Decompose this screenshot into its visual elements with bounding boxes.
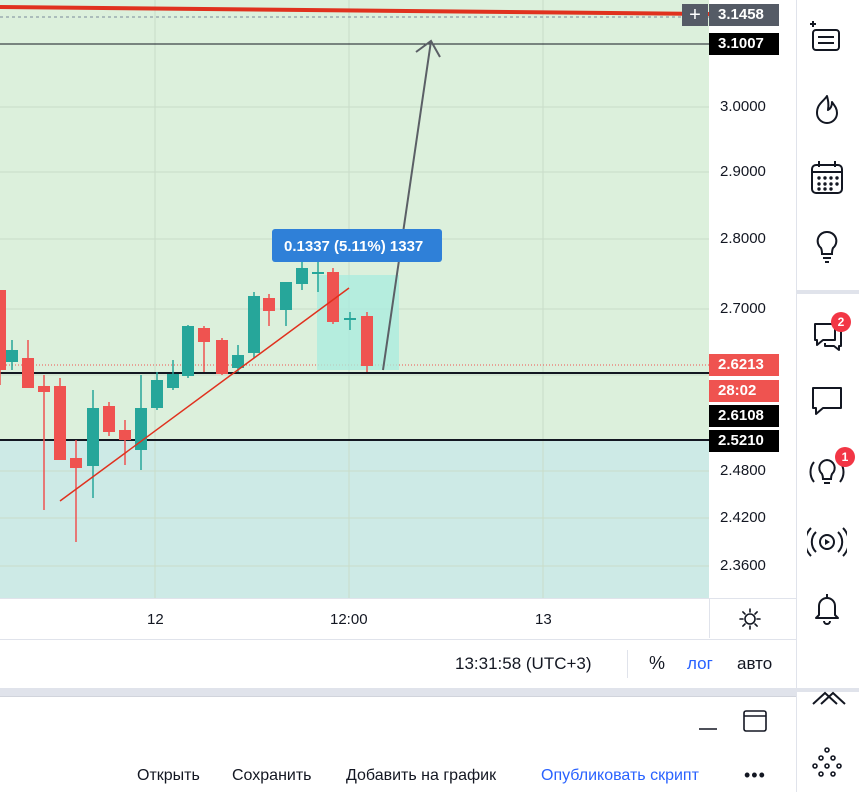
alerts-bell-icon[interactable] [807,588,847,628]
candle-up[interactable] [232,355,244,368]
measure-badge-bg [272,229,442,262]
add-to-chart-button[interactable]: Добавить на график [346,767,497,784]
countdown-label: 28:02 [709,380,779,402]
candle-down[interactable] [0,290,6,370]
candle-down[interactable] [198,328,210,342]
level-1-price-label: 2.6108 [709,405,779,427]
status-bar: 13:31:58 (UTC+3) % лог авто [0,639,796,689]
log-scale-button[interactable]: лог [687,654,713,673]
clock-timezone[interactable]: 13:31:58 (UTC+3) [455,654,592,673]
candle-down[interactable] [119,430,131,440]
candle-up[interactable] [248,296,260,353]
price-tick: 2.9000 [720,163,766,180]
hotlist-flame-icon[interactable] [807,90,847,130]
ideas-lightbulb-icon[interactable] [807,226,847,266]
publish-script-button[interactable]: Опубликовать скрипт [541,767,699,784]
pine-editor-panel: Открыть Сохранить Добавить на график Опу… [0,696,796,793]
settings-gear-icon[interactable] [738,607,762,631]
candle-up[interactable] [151,380,163,408]
price-tick: 2.7000 [720,300,766,317]
more-options-button[interactable]: ••• [744,765,766,785]
ideas-stream-badge: 1 [835,447,855,467]
current-price-label: 2.6213 [709,354,779,376]
toolbar-divider [797,290,859,294]
plus-icon: + [689,4,701,26]
chart-area[interactable]: 0.1337 (5.11%) 1337 [0,0,709,598]
toolbar-divider [797,688,859,692]
percent-scale-button[interactable]: % [649,653,666,673]
candle-up[interactable] [167,374,179,388]
candle-up[interactable] [312,272,324,274]
candle-down[interactable] [54,386,66,460]
status-divider [627,650,628,678]
price-tick: 3.0000 [720,98,766,115]
red-trend-line [0,5,709,16]
collapse-chevrons-icon[interactable] [807,676,847,716]
right-toolbar: 2 1 [796,0,859,792]
price-tick: 2.3600 [720,557,766,574]
time-tick: 12 [147,611,164,628]
forecast-arrow [382,40,432,371]
candle-down[interactable] [38,386,50,392]
open-button[interactable]: Открыть [137,767,200,784]
measure-label: 0.1337 (5.11%) 1337 [284,238,423,255]
panel-divider[interactable] [0,688,796,696]
price-tick: 2.8000 [720,230,766,247]
trend-line [59,287,350,502]
candle-up[interactable] [6,350,18,362]
candle-down[interactable] [22,358,34,388]
chats-badge: 2 [831,312,851,332]
add-plus-button[interactable]: + [682,4,708,26]
minimize-icon[interactable] [697,711,719,733]
candle-down[interactable] [216,340,228,374]
target-price-label: 3.1007 [709,33,779,55]
auto-scale-button[interactable]: авто [737,654,773,673]
maximize-icon[interactable] [742,709,768,733]
candle-down[interactable] [263,298,275,311]
price-axis[interactable]: 3.0000 2.9000 2.8000 2.7000 2.4800 2.420… [709,0,796,598]
arrow-head [415,39,441,58]
teal-zone [0,440,709,598]
level-2-price-label: 2.5210 [709,430,779,452]
save-button[interactable]: Сохранить [232,767,312,784]
axis-corner-divider [709,598,710,638]
calendar-icon[interactable] [807,158,847,198]
price-tick: 2.4800 [720,462,766,479]
streams-play-icon[interactable] [807,522,847,562]
chart-canvas[interactable]: 0.1337 (5.11%) 1337 [0,0,709,598]
time-tick: 12:00 [330,611,368,628]
candle-up[interactable] [296,268,308,284]
watchlist-icon[interactable] [807,18,847,58]
candle-down[interactable] [70,458,82,468]
messages-icon[interactable] [807,380,847,420]
candle-down[interactable] [327,272,339,322]
red-line-price-label: 3.1458 [709,4,779,26]
price-tick: 2.4200 [720,509,766,526]
candle-up[interactable] [344,318,356,320]
time-tick: 13 [535,611,552,628]
candle-down[interactable] [361,316,373,366]
candles [0,260,373,542]
time-axis[interactable]: 12 12:00 13 [0,598,796,639]
candle-up[interactable] [87,408,99,466]
more-apps-dots-icon[interactable] [807,744,847,784]
candle-up[interactable] [182,326,194,376]
candle-down[interactable] [103,406,115,432]
candle-up[interactable] [280,282,292,310]
